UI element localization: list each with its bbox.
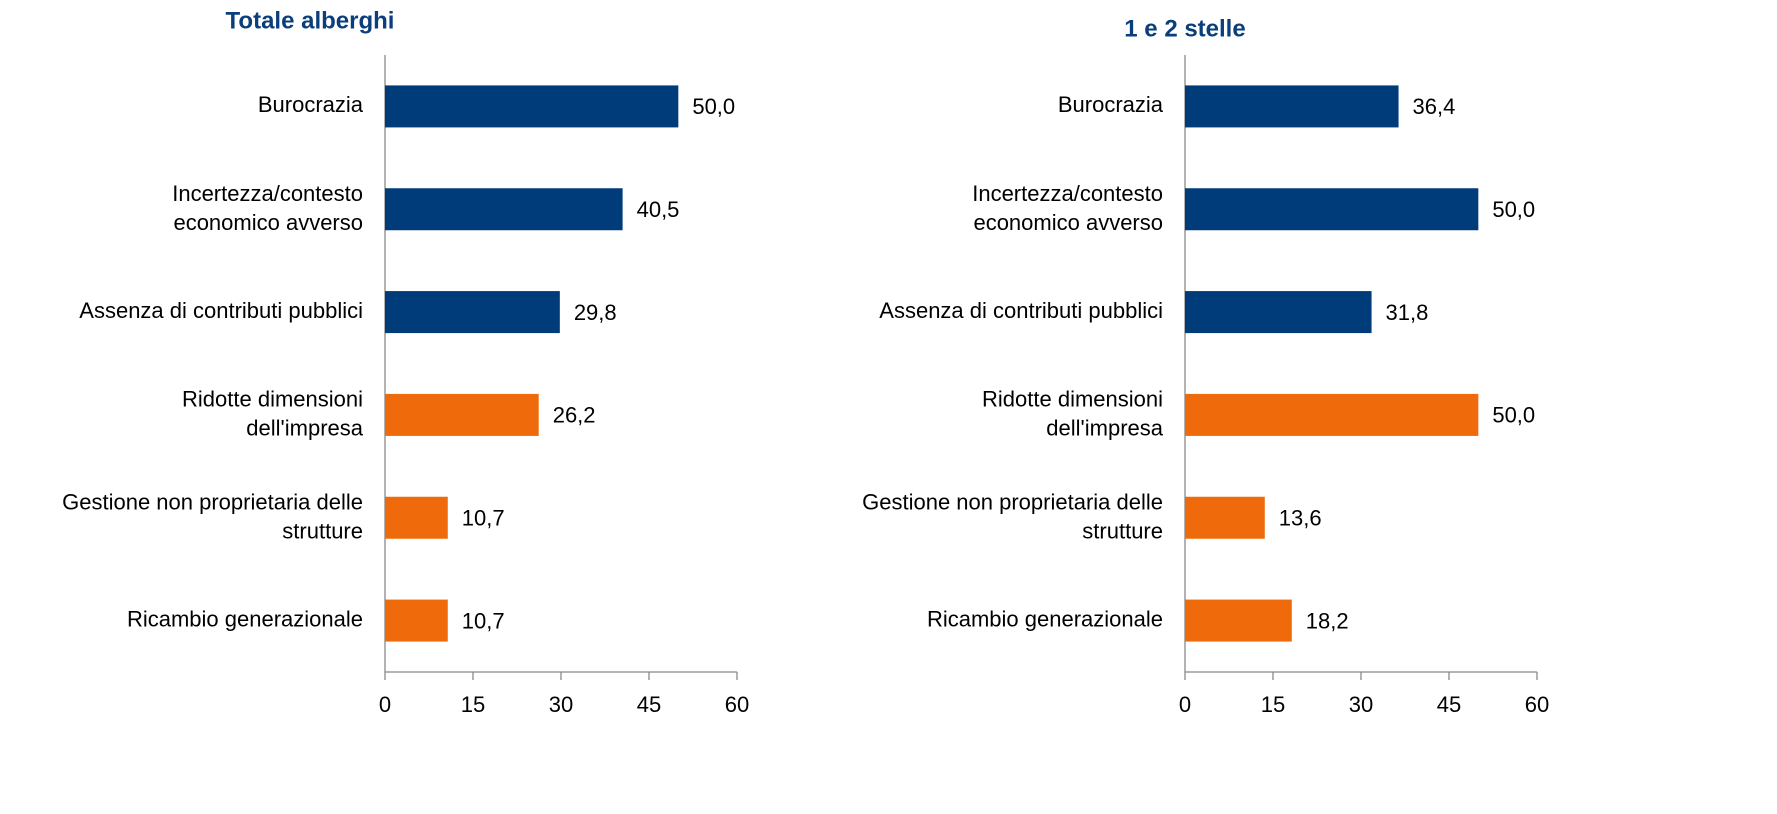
x-tick-label: 60 — [1525, 692, 1549, 717]
bar — [385, 496, 448, 539]
category-label: Assenza di contributi pubblici — [879, 298, 1163, 323]
bar — [385, 291, 560, 334]
x-tick-label: 15 — [461, 692, 485, 717]
bar — [385, 85, 679, 128]
value-label: 26,2 — [553, 403, 596, 428]
category-label: Burocrazia — [258, 92, 364, 117]
x-tick-label: 15 — [1261, 692, 1285, 717]
category-label: Ricambio generazionale — [927, 606, 1163, 631]
chart-title: 1 e 2 stelle — [1124, 15, 1245, 42]
bar — [385, 393, 539, 436]
value-label: 50,0 — [1492, 197, 1535, 222]
category-label: Assenza di contributi pubblici — [79, 298, 363, 323]
category-label: Gestione non proprietaria delle strutture — [862, 489, 1163, 543]
bar — [1185, 393, 1479, 436]
x-tick-label: 45 — [637, 692, 661, 717]
value-label: 29,8 — [574, 300, 617, 325]
x-tick-label: 60 — [725, 692, 749, 717]
bar — [1185, 496, 1265, 539]
bar — [385, 599, 448, 642]
category-label: Ricambio generazionale — [127, 606, 363, 631]
x-tick-label: 45 — [1437, 692, 1461, 717]
x-tick-label: 30 — [549, 692, 573, 717]
bar — [1185, 85, 1399, 128]
x-tick-label: 30 — [1349, 692, 1373, 717]
value-label: 40,5 — [637, 197, 680, 222]
bar — [1185, 599, 1292, 642]
value-label: 31,8 — [1386, 300, 1429, 325]
x-tick-label: 0 — [1179, 692, 1191, 717]
bar — [1185, 188, 1479, 231]
category-label: Ridotte dimensioni dell'impresa — [182, 386, 364, 440]
category-label: Ridotte dimensioni dell'impresa — [982, 386, 1164, 440]
category-label: Incertezza/contesto economico avverso — [972, 181, 1163, 235]
category-label: Gestione non proprietaria delle strutture — [62, 489, 363, 543]
x-tick-label: 0 — [379, 692, 391, 717]
value-label: 10,7 — [462, 608, 505, 633]
value-label: 10,7 — [462, 506, 505, 531]
category-label: Incertezza/contesto economico avverso — [172, 181, 363, 235]
value-label: 50,0 — [692, 94, 735, 119]
value-label: 50,0 — [1492, 403, 1535, 428]
chart-title: Totale alberghi — [226, 7, 395, 34]
value-label: 36,4 — [1413, 94, 1456, 119]
value-label: 13,6 — [1279, 506, 1322, 531]
value-label: 18,2 — [1306, 608, 1349, 633]
bar — [1185, 291, 1372, 334]
category-label: Burocrazia — [1058, 92, 1164, 117]
bar — [385, 188, 623, 231]
